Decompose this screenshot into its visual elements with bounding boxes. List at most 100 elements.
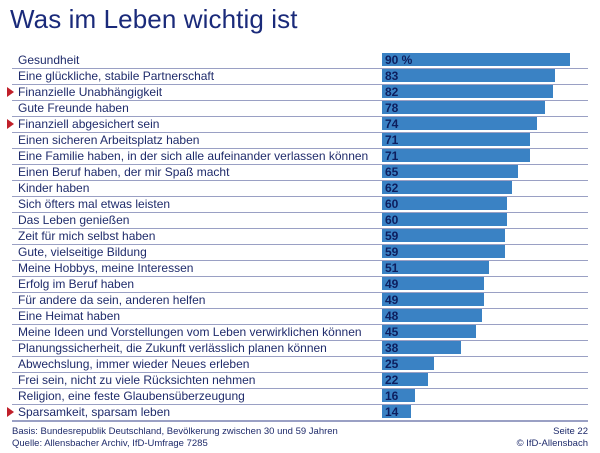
data-label: 71 <box>385 133 399 147</box>
bar <box>382 197 507 210</box>
category-label: Sparsamkeit, sparsam leben <box>18 405 171 419</box>
row-divider <box>12 84 588 85</box>
highlight-marker-icon <box>7 119 14 129</box>
row-divider <box>12 148 588 149</box>
category-label: Finanziell abgesichert sein <box>18 117 160 131</box>
data-label: 49 <box>385 277 399 291</box>
footer-copyright: © IfD-Allensbach <box>516 438 588 449</box>
footer-divider <box>12 421 588 422</box>
chart-row: Meine Hobbys, meine Interessen 51 <box>0 260 600 277</box>
chart-row: Gute, vielseitige Bildung 59 <box>0 244 600 261</box>
bar <box>382 245 505 258</box>
chart-row: Eine Familie haben, in der sich alle auf… <box>0 148 600 165</box>
bar <box>382 213 507 226</box>
footer-page: Seite 22 <box>553 426 588 437</box>
data-label: 74 <box>385 117 399 131</box>
row-divider <box>12 292 588 293</box>
footer-meta: Seite 22 © IfD-Allensbach <box>517 426 588 450</box>
bar <box>382 341 461 354</box>
chart-row: Frei sein, nicht zu viele Rücksichten ne… <box>0 372 600 389</box>
data-label: 90 % <box>385 53 413 67</box>
row-divider <box>12 132 588 133</box>
category-label: Eine glückliche, stabile Partnerschaft <box>18 69 215 83</box>
category-label: Gute Freunde haben <box>18 101 129 115</box>
category-label: Gesundheit <box>18 53 80 67</box>
category-label: Zeit für mich selbst haben <box>18 229 156 243</box>
row-divider <box>12 212 588 213</box>
row-divider <box>12 180 588 181</box>
chart-row: Das Leben genießen 60 <box>0 212 600 229</box>
bar <box>382 101 545 114</box>
data-label: 65 <box>385 165 399 179</box>
footer-basis: Basis: Bundesrepublik Deutschland, Bevöl… <box>12 426 338 437</box>
category-label: Gute, vielseitige Bildung <box>18 245 147 259</box>
bar <box>382 181 512 194</box>
row-divider <box>12 164 588 165</box>
bar <box>382 69 555 82</box>
chart-row: Gute Freunde haben 78 <box>0 100 600 117</box>
chart-row: Abwechslung, immer wieder Neues erleben 2… <box>0 356 600 373</box>
row-divider <box>12 356 588 357</box>
row-divider <box>12 100 588 101</box>
row-divider <box>12 260 588 261</box>
data-label: 59 <box>385 229 399 243</box>
chart-row: Sparsamkeit, sparsam leben 14 <box>0 404 600 421</box>
chart-row: Sich öfters mal etwas leisten 60 <box>0 196 600 213</box>
bar <box>382 293 484 306</box>
data-label: 14 <box>385 405 399 419</box>
chart-row: Eine Heimat haben 48 <box>0 308 600 325</box>
row-divider <box>12 196 588 197</box>
bar <box>382 261 489 274</box>
category-label: Eine Heimat haben <box>18 309 121 323</box>
chart-row: Kinder haben 62 <box>0 180 600 197</box>
chart-row: Für andere da sein, anderen helfen 49 <box>0 292 600 309</box>
bar <box>382 357 434 370</box>
data-label: 60 <box>385 213 399 227</box>
row-divider <box>12 340 588 341</box>
data-label: 25 <box>385 357 399 371</box>
bar <box>382 277 484 290</box>
bar <box>382 149 530 162</box>
bar <box>382 229 505 242</box>
chart-row: Einen Beruf haben, der mir Spaß macht 65 <box>0 164 600 181</box>
category-label: Planungssicherheit, die Zukunft verlässl… <box>18 341 327 355</box>
category-label: Einen Beruf haben, der mir Spaß macht <box>18 165 230 179</box>
chart-row: Religion, eine feste Glaubensüberzeugung… <box>0 388 600 405</box>
chart-row: Zeit für mich selbst haben 59 <box>0 228 600 245</box>
data-label: 38 <box>385 341 399 355</box>
row-divider <box>12 420 588 421</box>
bar <box>382 309 482 322</box>
category-label: Einen sicheren Arbeitsplatz haben <box>18 133 200 147</box>
data-label: 49 <box>385 293 399 307</box>
category-label: Abwechslung, immer wieder Neues erleben <box>18 357 250 371</box>
row-divider <box>12 116 588 117</box>
chart-row: Meine Ideen und Vorstellungen vom Leben … <box>0 324 600 341</box>
category-label: Religion, eine feste Glaubensüberzeugung <box>18 389 245 403</box>
footer-notes: Basis: Bundesrepublik Deutschland, Bevöl… <box>12 426 338 450</box>
data-label: 59 <box>385 245 399 259</box>
bar <box>382 53 570 66</box>
category-label: Eine Familie haben, in der sich alle auf… <box>18 149 369 163</box>
row-divider <box>12 388 588 389</box>
bar <box>382 405 411 418</box>
chart-row: Gesundheit 90 % <box>0 52 600 69</box>
chart-row: Finanziell abgesichert sein 74 <box>0 116 600 133</box>
chart-title: Was im Leben wichtig ist <box>10 4 298 34</box>
category-label: Das Leben genießen <box>18 213 130 227</box>
chart-row: Eine glückliche, stabile Partnerschaft 83 <box>0 68 600 85</box>
chart-row: Finanzielle Unabhängigkeit 82 <box>0 84 600 101</box>
row-divider <box>12 276 588 277</box>
data-label: 71 <box>385 149 399 163</box>
row-divider <box>12 68 588 69</box>
category-label: Meine Ideen und Vorstellungen vom Leben … <box>18 325 362 339</box>
row-divider <box>12 228 588 229</box>
bar <box>382 389 415 402</box>
data-label: 45 <box>385 325 399 339</box>
row-divider <box>12 244 588 245</box>
data-label: 51 <box>385 261 399 275</box>
data-label: 60 <box>385 197 399 211</box>
category-label: Sich öfters mal etwas leisten <box>18 197 171 211</box>
category-label: Meine Hobbys, meine Interessen <box>18 261 194 275</box>
bar <box>382 373 428 386</box>
highlight-marker-icon <box>7 407 14 417</box>
